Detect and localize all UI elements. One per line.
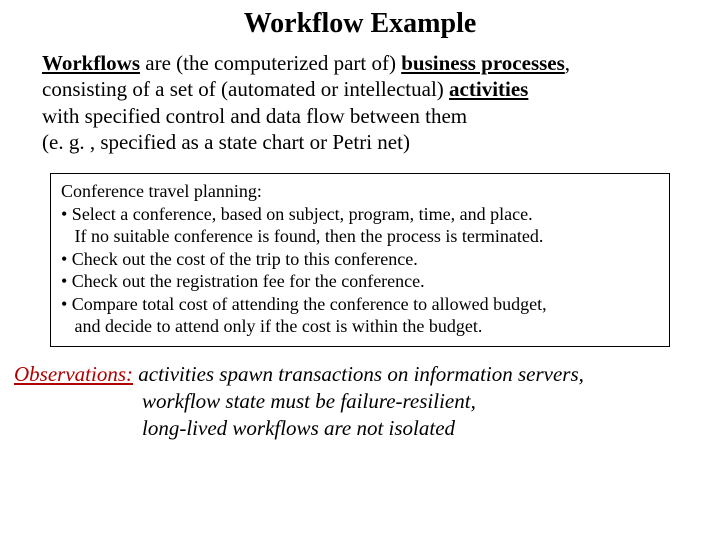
box-heading: Conference travel planning: — [61, 180, 659, 203]
obs-line-1: activities spawn transactions on informa… — [133, 362, 584, 386]
term-business-processes: business processes — [401, 51, 565, 75]
intro-text-2: , — [565, 51, 570, 75]
bullet-2: • Check out the cost of the trip to this… — [61, 248, 659, 271]
slide-title: Workflow Example — [0, 8, 720, 40]
intro-paragraph: Workflows are (the computerized part of)… — [42, 50, 690, 155]
example-box: Conference travel planning: • Select a c… — [50, 173, 670, 347]
intro-line2a: consisting of a set of (automated or int… — [42, 77, 449, 101]
intro-line3: with specified control and data flow bet… — [42, 104, 467, 128]
bullet-4a: • Compare total cost of attending the co… — [61, 293, 659, 316]
obs-line-3: long-lived workflows are not isolated — [142, 415, 720, 442]
observations-label: Observations: — [14, 362, 133, 386]
term-activities: activities — [449, 77, 528, 101]
bullet-3: • Check out the registration fee for the… — [61, 270, 659, 293]
intro-text-1: are (the computerized part of) — [140, 51, 401, 75]
term-workflows: Workflows — [42, 51, 140, 75]
bullet-1a: • Select a conference, based on subject,… — [61, 203, 659, 226]
observations-block: Observations: activities spawn transacti… — [14, 361, 720, 443]
bullet-4b: and decide to attend only if the cost is… — [61, 315, 659, 338]
obs-line-2: workflow state must be failure-resilient… — [142, 388, 720, 415]
intro-line4: (e. g. , specified as a state chart or P… — [42, 130, 410, 154]
bullet-1b: If no suitable conference is found, then… — [61, 225, 659, 248]
